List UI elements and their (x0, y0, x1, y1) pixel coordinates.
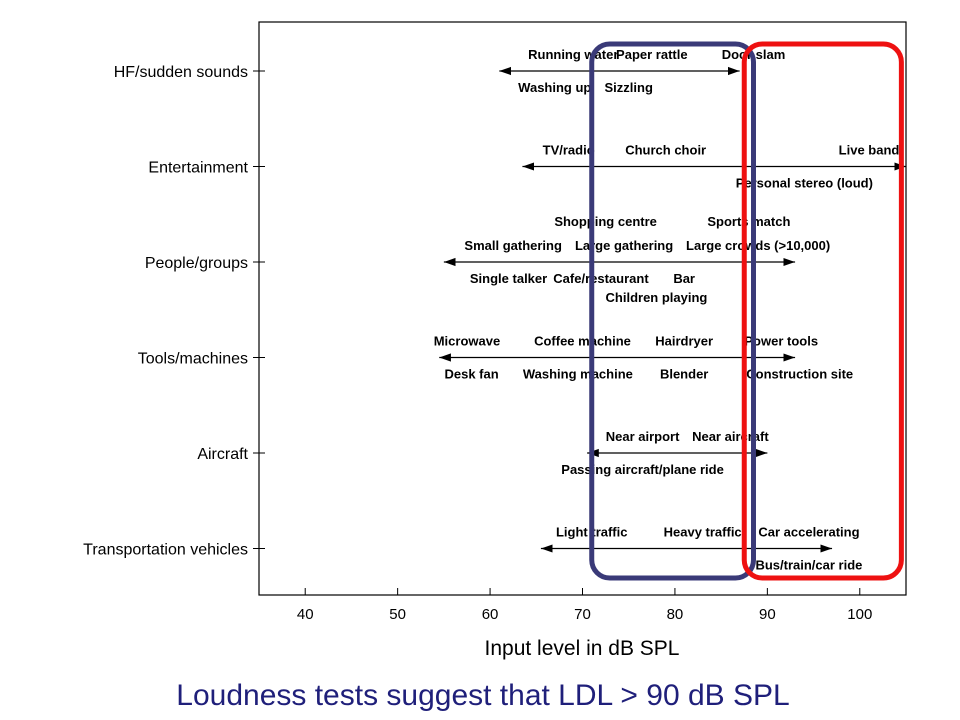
range-item-label: Large gathering (575, 238, 673, 253)
category-labels: HF/sudden sounds Entertainment People/grou… (83, 64, 265, 559)
range-item-label: Washing machine (523, 367, 633, 382)
range-item-label: Blender (660, 367, 708, 382)
range-item-label: Single talker (470, 271, 547, 286)
range-item-label: Construction site (746, 367, 853, 382)
range-item-label: Heavy traffic (664, 525, 742, 540)
range-item-label: Hairdryer (655, 334, 713, 349)
x-tick-label: 40 (297, 606, 314, 623)
category-label: Aircraft (197, 446, 248, 463)
axis-ticks: 40 50 60 70 80 90 100 (297, 588, 872, 623)
highlight-box (589, 41, 756, 581)
range-item-label: Passing aircraft/plane ride (561, 462, 724, 477)
range-item-label: Car accelerating (758, 525, 859, 540)
highlight-box (741, 41, 904, 581)
category-label: People/groups (145, 255, 248, 272)
plot-frame (258, 21, 907, 596)
range-item-label: Bus/train/car ride (755, 558, 862, 573)
x-tick-label: 60 (482, 606, 499, 623)
highlight-boxes (589, 41, 904, 581)
range-item-label: Shopping centre (554, 214, 657, 229)
x-tick-label: 100 (847, 606, 872, 623)
range-item-label: Power tools (744, 334, 818, 349)
range-item-label: Sizzling (605, 80, 653, 95)
x-tick-label: 90 (759, 606, 776, 623)
range-item-label: Small gathering (464, 238, 562, 253)
range-item-label: Coffee machine (534, 334, 631, 349)
range-item-label: Sports match (707, 214, 790, 229)
range-item-label: TV/radio (543, 143, 595, 158)
range-item-label: Washing up (518, 80, 591, 95)
range-item-label: Near aircraft (692, 429, 769, 444)
category-label: HF/sudden sounds (114, 64, 248, 81)
range-item-label: Church choir (625, 143, 706, 158)
category-label: Transportation vehicles (83, 542, 248, 559)
range-item-label: Microwave (434, 334, 500, 349)
range-item-label: Live band (839, 143, 900, 158)
x-axis-label: Input level in dB SPL (485, 637, 680, 660)
x-tick-label: 50 (389, 606, 406, 623)
category-label: Entertainment (148, 160, 248, 177)
range-item-label: Large crowds (>10,000) (686, 238, 830, 253)
range-item-label: Running water (528, 47, 618, 62)
range-item-label: Desk fan (444, 367, 498, 382)
range-item-label: Children playing (606, 290, 708, 305)
x-tick-label: 70 (574, 606, 591, 623)
range-item-label: Near airport (606, 429, 680, 444)
category-label: Tools/machines (138, 351, 248, 368)
x-tick-label: 80 (667, 606, 684, 623)
range-item-label: Paper rattle (616, 47, 688, 62)
caption: Loudness tests suggest that LDL > 90 dB … (176, 679, 789, 712)
range-item-label: Personal stereo (loud) (736, 176, 873, 191)
range-item-label: Cafe/restaurant (553, 271, 649, 286)
range-item-label: Bar (673, 271, 695, 286)
